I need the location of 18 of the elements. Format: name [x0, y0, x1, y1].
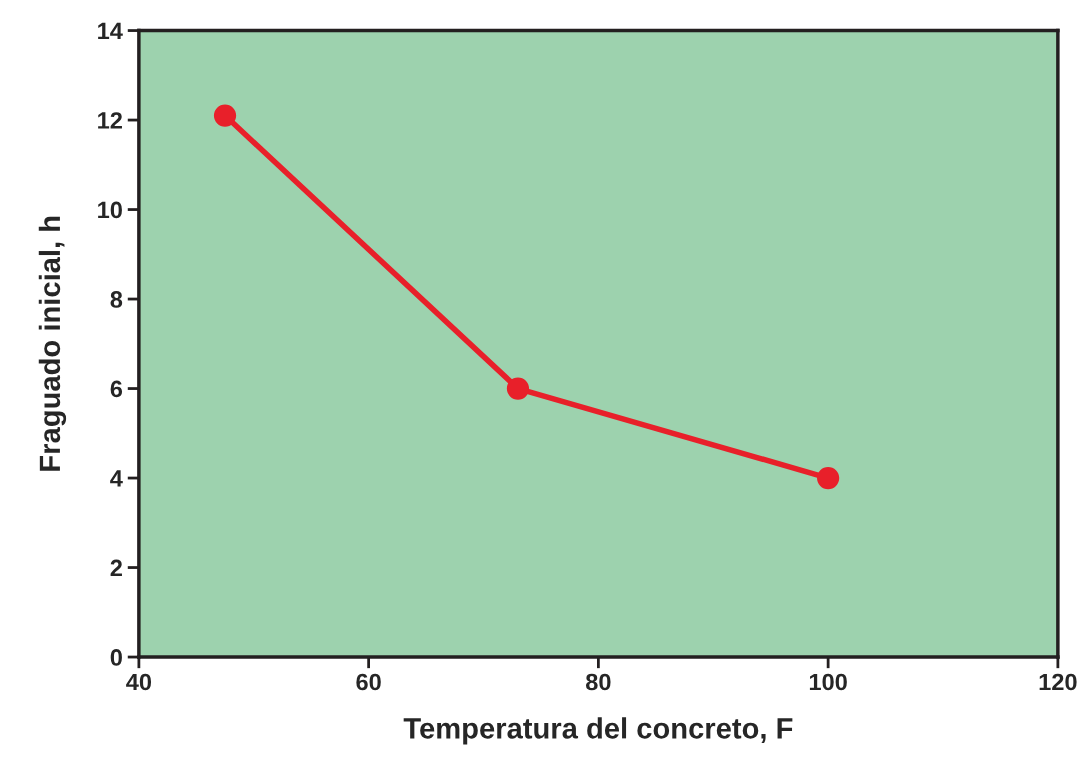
y-tick-label: 12 [98, 112, 122, 129]
x-tick-label: 60 [356, 673, 381, 691]
x-tick-label: 100 [809, 673, 847, 691]
y-tick-label: 8 [110, 291, 123, 308]
point [506, 377, 530, 400]
y-tick-label: 2 [110, 559, 122, 577]
x-axis-title: Temperatura del concreto, F [403, 717, 793, 745]
y-tick-label: 10 [98, 201, 122, 219]
x-tick-label: 80 [586, 673, 611, 691]
y-axis-title: Fraguado inicial, h [38, 216, 67, 471]
point [817, 466, 840, 490]
y-tick-label: 0 [110, 649, 122, 666]
x-tick-label: 120 [1039, 673, 1077, 691]
y-tick-label: 6 [110, 380, 123, 398]
y-tick-label: 14 [98, 22, 123, 40]
y-tick-label: 4 [110, 470, 123, 487]
x-tick-label: 40 [126, 673, 152, 691]
point [213, 104, 237, 127]
